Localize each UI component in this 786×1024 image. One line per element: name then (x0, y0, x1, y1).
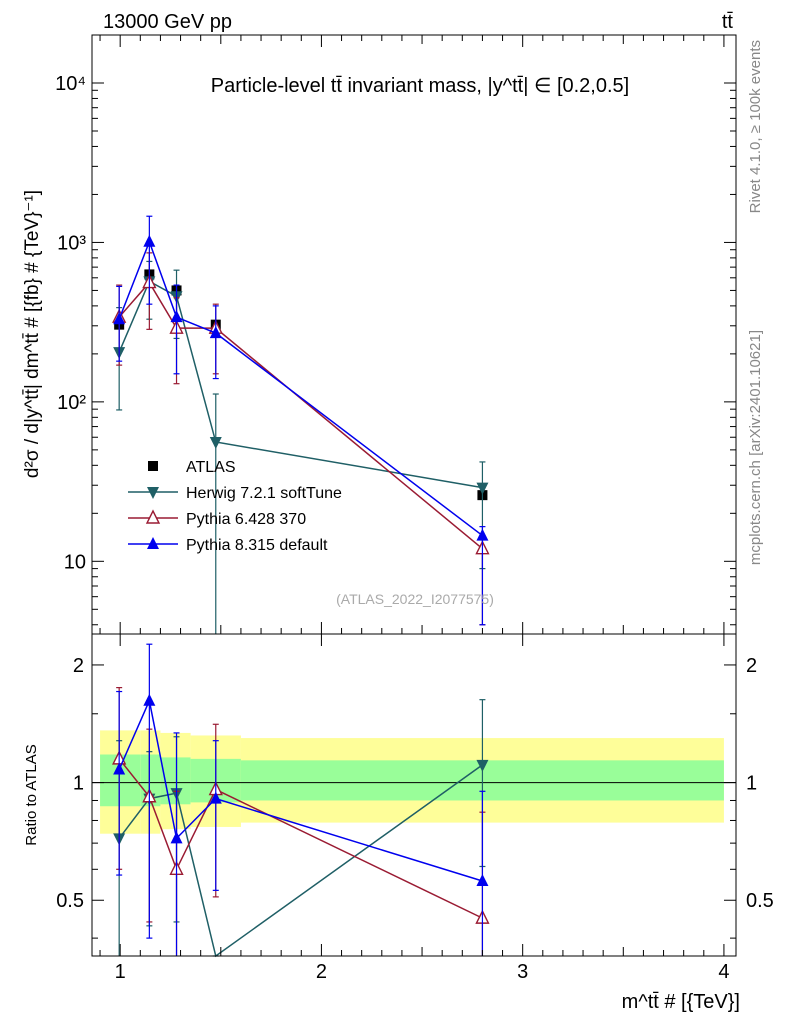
x-tick-label: 3 (517, 961, 528, 983)
legend-marker-pythia-8-315-default (147, 537, 159, 549)
main-series-layer (112, 215, 490, 634)
rivet-label: Rivet 4.1.0, ≥ 100k events (747, 40, 764, 213)
main-panel: 10 10² 10³ 10⁴ Particle-level tt̄ invariant… (22, 34, 737, 635)
header-process: tt̄ (722, 11, 734, 33)
ratio-y-tick-label: 2 (73, 655, 84, 677)
legend-marker-pythia-6-428-370 (145, 509, 161, 524)
y-tick-label: 10³ (57, 232, 86, 254)
point-pythia-8-315-default (170, 831, 183, 844)
point-pythia-8-315-default (476, 528, 489, 541)
line-pythia-6-428-370 (118, 281, 483, 550)
mcplots-label: mcplots.cern.ch [arXiv:2401.10621] (747, 330, 764, 565)
legend-marker-herwig-7-2-1-softtune (147, 487, 159, 499)
ratio-y-ticks: 0.5 0.5 1 1 2 2 (56, 655, 774, 939)
y-tick-label: 10⁴ (55, 73, 86, 95)
point-pythia-8-315-default (113, 312, 126, 325)
ratio-y-tick-label-right: 2 (746, 655, 757, 677)
x-tick-label: 1 (115, 961, 126, 983)
ratio-bands (92, 730, 736, 834)
ratio-y-tick-label-right: 0.5 (746, 890, 774, 912)
point-pythia-8-315-default (170, 310, 183, 323)
watermark: (ATLAS_2022_I2077575) (336, 591, 494, 607)
series-pythia-6-428-370 (112, 252, 490, 626)
legend-label-herwig-7-2-1-softtune: Herwig 7.2.1 softTune (186, 485, 342, 502)
point-pythia-8-315-default (209, 791, 222, 804)
point-herwig-7-2-1-softtune (476, 482, 489, 495)
legend-label-pythia-8-315-default: Pythia 8.315 default (186, 537, 328, 554)
ratio-ylabel: Ratio to ATLAS (23, 744, 40, 845)
series-pythia-8-315-default (113, 215, 489, 626)
point-pythia-8-315-default (143, 693, 156, 706)
x-tick-label: 4 (718, 961, 729, 983)
series-pythia-8-315-default (113, 643, 489, 956)
main-y-ticks: 10 10² 10³ 10⁴ (55, 34, 736, 626)
x-ticks: 1 2 3 4 (99, 35, 729, 983)
header-collision: 13000 GeV pp (103, 11, 232, 33)
point-pythia-8-315-default (143, 234, 156, 247)
legend-marker-atlas (148, 461, 158, 471)
main-title: Particle-level tt̄ invariant mass, |y^tt… (211, 75, 629, 97)
ratio-series-layer (112, 643, 490, 958)
ratio-y-tick-label: 1 (73, 773, 84, 795)
band-green (140, 754, 161, 807)
point-pythia-8-315-default (113, 762, 126, 775)
series-atlas (114, 269, 488, 501)
line-herwig-7-2-1-softtune (118, 280, 483, 489)
legend-label-atlas: ATLAS (186, 459, 236, 476)
ratio-frame (91, 633, 737, 957)
point-pythia-8-315-default (209, 326, 222, 339)
y-tick-label: 10 (64, 551, 86, 573)
ratio-y-tick-label-right: 1 (746, 773, 757, 795)
y-tick-label: 10² (57, 392, 86, 414)
main-ylabel: d²σ / d|y^tt̄| dm^tt̄ # [{fb} # {TeV}⁻¹] (22, 190, 43, 478)
point-herwig-7-2-1-softtune (209, 437, 222, 450)
point-pythia-8-315-default (476, 874, 489, 887)
ratio-panel: 0.5 0.5 1 1 2 2 1 2 3 4 Ratio to ATLAS m^tt̄ # [… (23, 35, 774, 1013)
ratio-y-tick-label: 0.5 (56, 890, 84, 912)
legend: ATLAS Herwig 7.2.1 softTune Pythia 6.428 3… (128, 459, 342, 554)
x-tick-label: 2 (316, 961, 327, 983)
x-axis-label: m^tt̄ # [{TeV}] (622, 991, 740, 1013)
point-herwig-7-2-1-softtune (476, 759, 489, 772)
legend-label-pythia-6-428-370: Pythia 6.428 370 (186, 511, 306, 528)
